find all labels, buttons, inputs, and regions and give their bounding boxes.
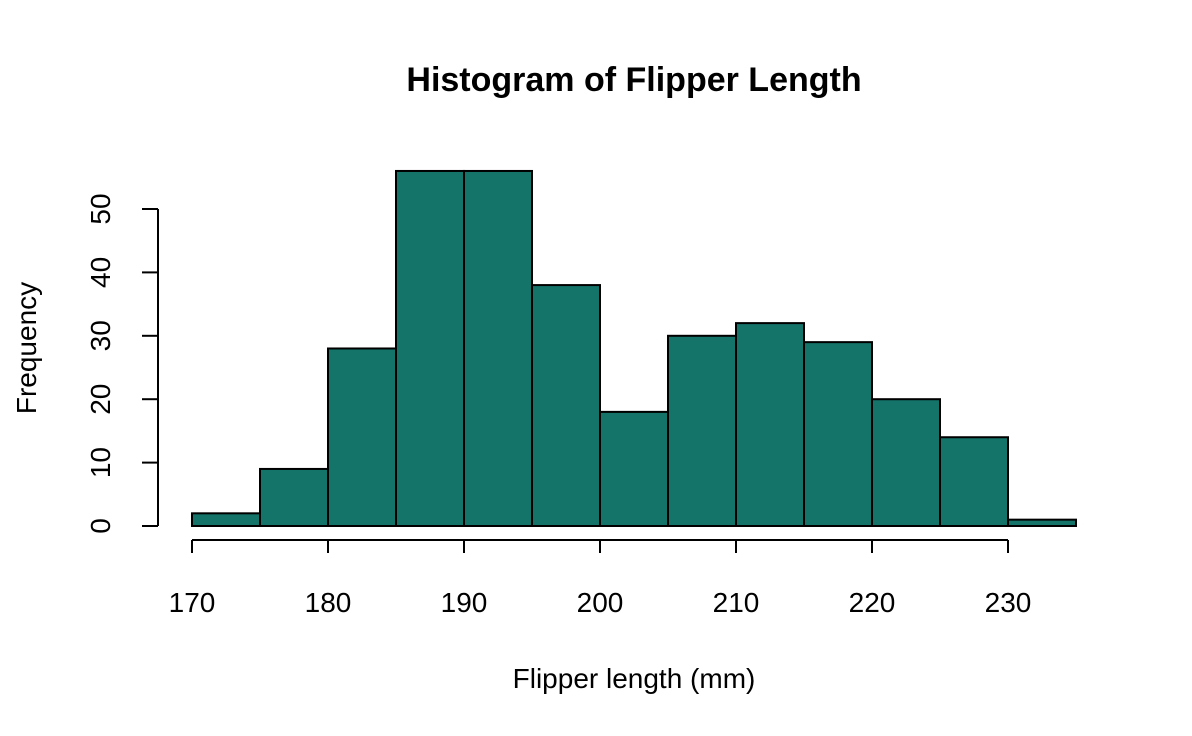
x-axis: 170 180 190 200 210 220 230 [169, 539, 1032, 618]
x-tick-label-210: 210 [713, 587, 760, 618]
histogram-bar-215-220 [803, 341, 873, 528]
y-tick-label-50: 50 [85, 193, 116, 224]
x-tick-label-180: 180 [305, 587, 352, 618]
histogram-bar-195-200 [531, 284, 601, 527]
y-axis: 0 10 20 30 40 50 [85, 193, 159, 534]
x-axis-label: Flipper length (mm) [513, 663, 756, 694]
histogram-bar-170-175 [191, 512, 261, 528]
histogram-bar-225-230 [939, 436, 1009, 527]
x-tick-label-220: 220 [849, 587, 896, 618]
y-tick-label-20: 20 [85, 384, 116, 415]
y-tick-label-10: 10 [85, 447, 116, 478]
histogram-bar-230-235 [1007, 518, 1077, 527]
histogram-bar-190-195 [463, 169, 533, 528]
x-tick-label-170: 170 [169, 587, 216, 618]
histogram-bar-200-205 [599, 410, 669, 528]
histogram-bar-175-180 [259, 467, 329, 528]
histogram-bar-185-190 [395, 169, 465, 528]
chart-title: Histogram of Flipper Length [406, 61, 861, 99]
y-tick-label-0: 0 [85, 518, 116, 534]
histogram-bar-220-225 [871, 398, 941, 528]
x-tick-label-200: 200 [577, 587, 624, 618]
histogram-bar-210-215 [735, 322, 805, 527]
histogram-bar-180-185 [327, 347, 397, 528]
bars-group [191, 169, 1077, 528]
y-tick-label-30: 30 [85, 320, 116, 351]
y-tick-label-40: 40 [85, 257, 116, 288]
y-axis-label: Frequency [11, 282, 42, 414]
x-tick-label-230: 230 [985, 587, 1032, 618]
histogram-bar-205-210 [667, 334, 737, 527]
x-tick-label-190: 190 [441, 587, 488, 618]
